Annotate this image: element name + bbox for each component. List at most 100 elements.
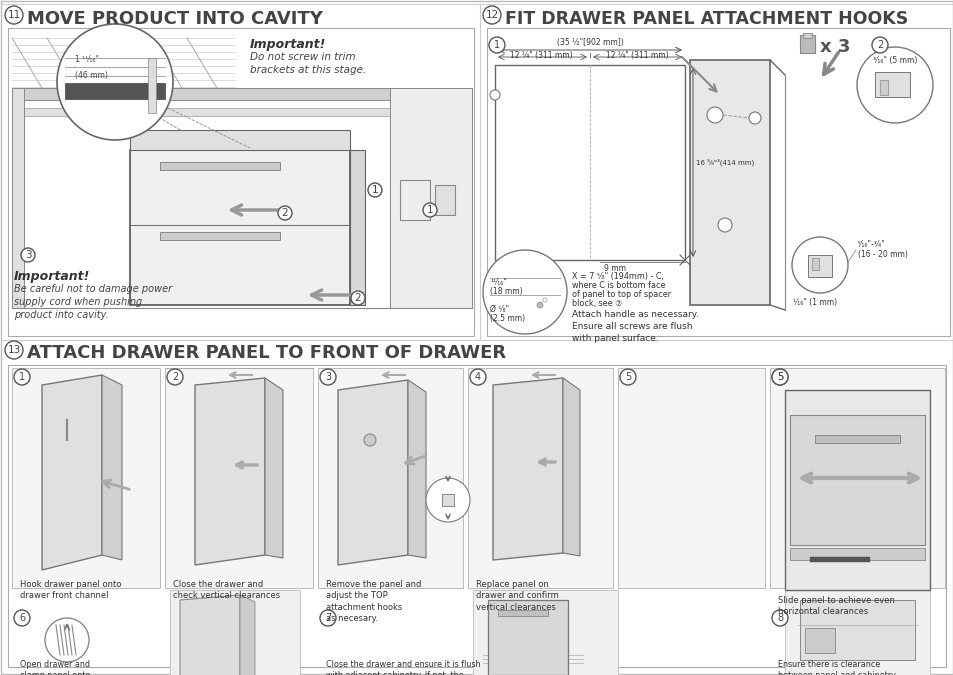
Polygon shape [194,378,265,565]
Text: 3: 3 [325,372,331,382]
Polygon shape [180,595,240,675]
Bar [8,365,945,667]
Bar [317,368,462,588]
Polygon shape [240,595,254,675]
Circle shape [537,302,542,308]
Circle shape [14,369,30,385]
Bar [165,368,313,588]
Circle shape [470,369,485,385]
Text: Close the drawer and ensure it is flush
with adjacent cabinetry. If not, the
pro: Close the drawer and ensure it is flush … [326,660,480,675]
Text: where C is bottom face: where C is bottom face [572,281,665,290]
Text: (46 mm): (46 mm) [75,71,108,80]
Polygon shape [265,378,283,558]
Bar [12,88,24,308]
Bar [689,60,769,305]
Text: block, see ⑦: block, see ⑦ [572,299,621,308]
Circle shape [482,6,500,24]
Text: 11: 11 [8,10,21,20]
Circle shape [856,47,932,123]
Circle shape [771,369,787,385]
Polygon shape [42,375,102,570]
Text: 3: 3 [25,250,31,260]
Text: 9 mm: 9 mm [603,264,625,273]
Circle shape [14,610,30,626]
Bar [441,494,454,506]
Text: Close the drawer and
check vertical clearances: Close the drawer and check vertical clea… [172,580,280,601]
Text: ¹¹⁄₁₆": ¹¹⁄₁₆" [490,278,506,287]
Polygon shape [102,375,122,560]
Bar [488,600,567,675]
Circle shape [422,203,436,217]
Text: 5: 5 [624,372,631,382]
Bar [814,435,899,443]
Text: 1: 1 [19,372,25,382]
Text: 2: 2 [172,372,178,382]
Bar [65,83,165,99]
Circle shape [748,112,760,124]
Circle shape [351,291,365,305]
Text: Ensure there is clearance
between panel and cabinetry
when drawer is fully close: Ensure there is clearance between panel … [778,660,895,675]
Text: Important!: Important! [14,270,91,283]
Text: 1: 1 [372,185,378,195]
Text: FIT DRAWER PANEL ATTACHMENT HOOKS: FIT DRAWER PANEL ATTACHMENT HOOKS [504,10,907,28]
Text: 13: 13 [8,345,21,355]
Text: ¹⁄₁₆" (1 mm): ¹⁄₁₆" (1 mm) [792,298,836,307]
Bar [468,368,613,588]
Text: ⁵⁄₁₆"-³⁄₄": ⁵⁄₁₆"-³⁄₄" [857,240,884,249]
Bar [807,255,831,277]
Circle shape [791,237,847,293]
Text: Open drawer and
clamp panel onto
drawer by tightening
the BOTTOM
attachment hook: Open drawer and clamp panel onto drawer … [20,660,104,675]
Circle shape [57,24,172,140]
Circle shape [5,341,23,359]
Bar [390,88,472,308]
Text: ATTACH DRAWER PANEL TO FRONT OF DRAWER: ATTACH DRAWER PANEL TO FRONT OF DRAWER [27,344,506,362]
Bar [789,415,924,545]
Text: Be careful not to damage power
supply cord when pushing
product into cavity.: Be careful not to damage power supply co… [14,284,172,319]
Circle shape [490,90,499,100]
Bar [12,88,472,100]
Text: 12 ¼" (311 mm): 12 ¼" (311 mm) [605,51,668,60]
Text: 7: 7 [325,613,331,623]
Bar [800,35,814,53]
Circle shape [45,618,89,662]
Bar [8,28,474,336]
Bar [160,162,280,170]
Text: (16 - 20 mm): (16 - 20 mm) [857,250,907,259]
Bar [399,180,430,220]
Bar [784,390,929,590]
Bar [811,258,818,270]
Bar [800,600,914,660]
Bar [809,557,869,562]
Text: 4: 4 [475,372,480,382]
Circle shape [426,478,470,522]
Text: 2: 2 [876,40,882,50]
Bar [350,150,365,305]
Text: Slide panel to achieve even
horizontal clearances: Slide panel to achieve even horizontal c… [778,596,894,616]
Polygon shape [408,380,426,558]
Text: Do not screw in trim
brackets at this stage.: Do not screw in trim brackets at this st… [250,52,366,75]
Bar [804,628,834,653]
Text: 12: 12 [485,10,498,20]
Text: 1: 1 [494,40,499,50]
Bar [486,28,949,336]
Circle shape [368,183,381,197]
Bar [12,368,160,588]
Circle shape [718,218,731,232]
Bar [473,590,618,675]
Bar [497,610,547,616]
Text: 1 ¹¹⁄₁₆": 1 ¹¹⁄₁₆" [75,55,99,64]
Text: MOVE PRODUCT INTO CAVITY: MOVE PRODUCT INTO CAVITY [27,10,322,28]
Text: ³⁄₁₆" (5 mm): ³⁄₁₆" (5 mm) [872,56,917,65]
Bar [495,65,684,260]
Text: 1: 1 [426,205,433,215]
Text: 8: 8 [776,613,782,623]
Bar [784,590,929,675]
Bar [130,150,350,305]
Circle shape [542,298,546,302]
Circle shape [167,369,183,385]
Circle shape [489,37,504,53]
Circle shape [871,37,887,53]
Text: (2.5 mm): (2.5 mm) [490,314,524,323]
Circle shape [277,206,292,220]
Circle shape [5,6,23,24]
